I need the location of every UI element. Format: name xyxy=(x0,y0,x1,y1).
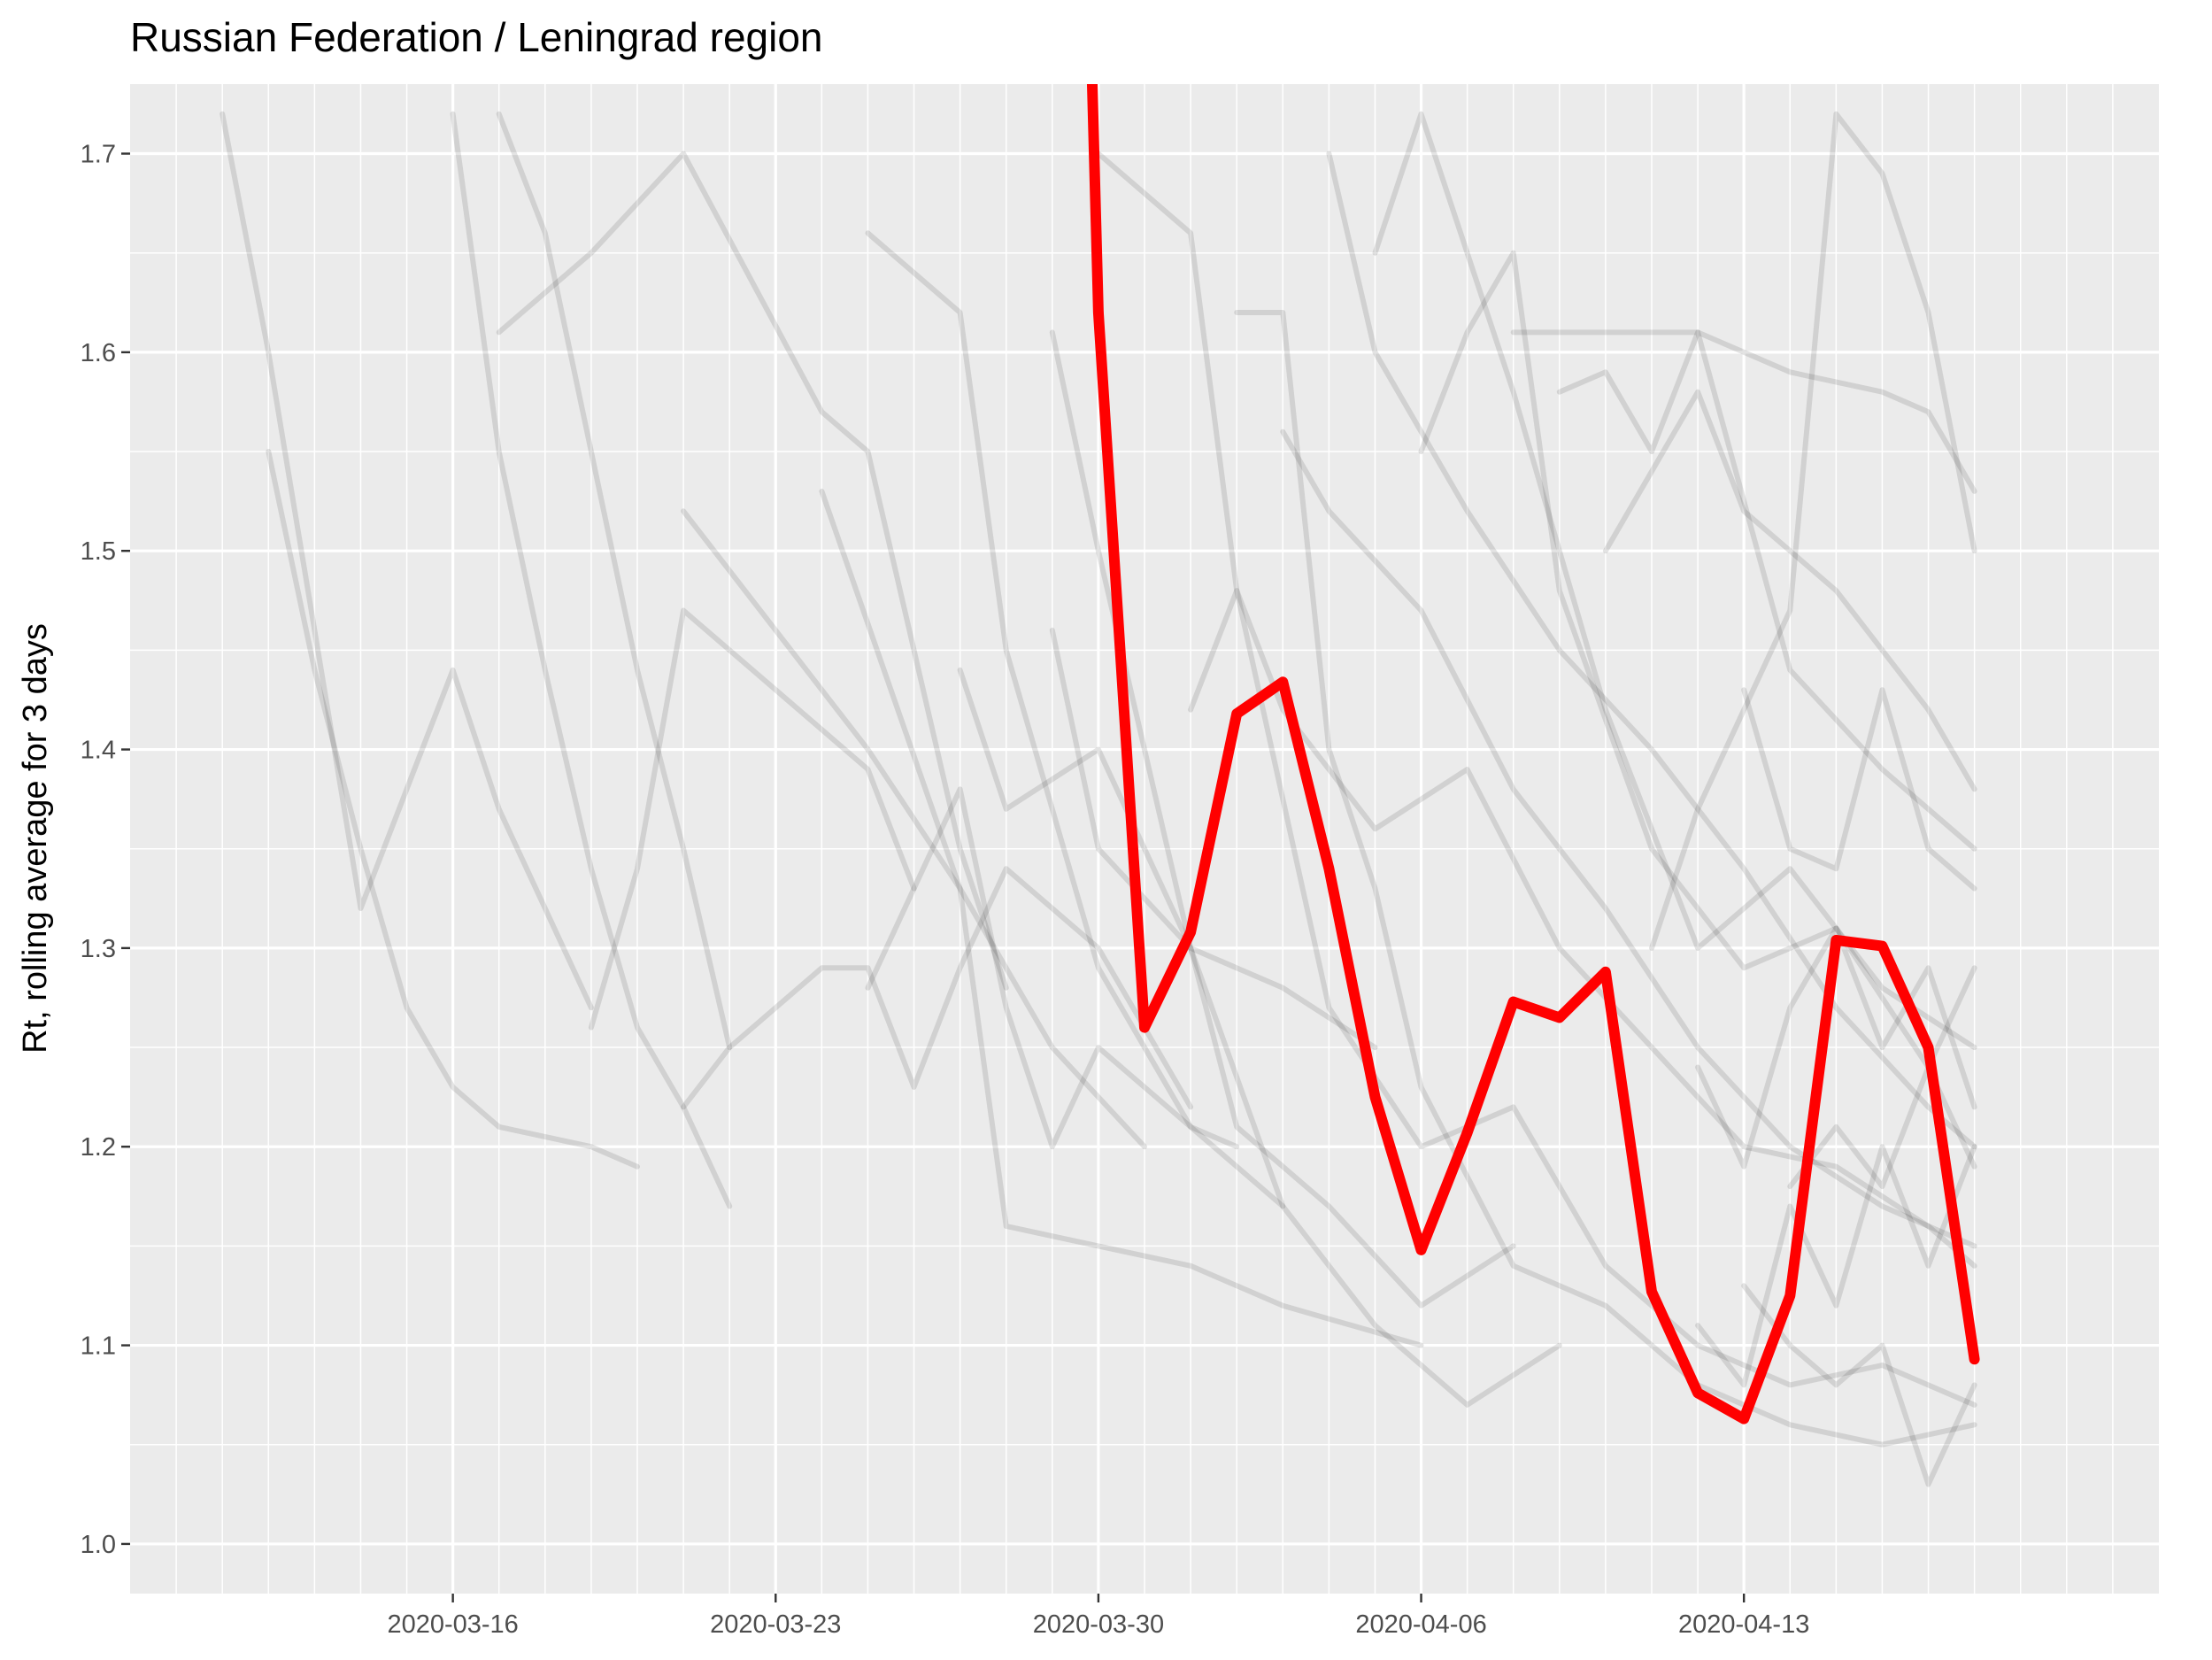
context-series-line xyxy=(1741,1283,1977,1487)
context-series-line xyxy=(1188,588,1977,1269)
context-series-line xyxy=(1510,329,1977,852)
y-axis-title: Rt, rolling average for 3 days xyxy=(17,623,54,1054)
y-tick-label: 1.3 xyxy=(81,935,116,963)
context-series-line xyxy=(266,449,640,1170)
context-series-line xyxy=(819,488,1424,1348)
y-tick-label: 1.1 xyxy=(81,1332,116,1361)
context-series-line xyxy=(1787,965,1977,1190)
y-tick-label: 1.0 xyxy=(81,1531,116,1559)
y-axis: 1.0 1.1 1.2 1.3 1.4 1.5 1.6 1.7 xyxy=(81,141,130,1559)
x-tick-label: 2020-03-23 xyxy=(710,1610,841,1639)
context-series-line xyxy=(1695,925,1977,1170)
context-series-line xyxy=(1234,310,1977,1448)
context-series-line xyxy=(450,111,733,1209)
context-series-line xyxy=(1649,111,1977,951)
context-series-line xyxy=(1049,329,1562,1408)
y-tick-label: 1.2 xyxy=(81,1133,116,1162)
context-series-line xyxy=(1280,429,1977,1249)
context-series-line xyxy=(1741,687,1977,892)
context-series-line xyxy=(681,508,1147,1150)
context-series-line xyxy=(1372,111,1977,1051)
x-tick-label: 2020-04-13 xyxy=(1678,1610,1809,1639)
x-tick-label: 2020-03-30 xyxy=(1033,1610,1164,1639)
x-tick-label: 2020-04-06 xyxy=(1355,1610,1486,1639)
minor-gridlines xyxy=(130,84,2159,1594)
y-tick-label: 1.6 xyxy=(81,339,116,367)
context-series-line xyxy=(220,111,594,1011)
context-series-line xyxy=(1695,1144,1977,1388)
context-series-line xyxy=(1326,151,1977,1150)
context-series-line xyxy=(1556,329,1977,494)
y-tick-label: 1.7 xyxy=(81,141,116,169)
context-series-line xyxy=(865,230,1240,1150)
context-series-line xyxy=(496,111,733,1051)
highlight-series-line xyxy=(1086,84,1980,1425)
context-series-line xyxy=(588,607,917,1031)
context-series-group xyxy=(220,111,1977,1487)
context-series-line xyxy=(1095,151,1977,1408)
context-series-line xyxy=(1049,627,1516,1309)
x-tick-label: 2020-03-16 xyxy=(387,1610,518,1639)
context-series-line xyxy=(496,151,1009,991)
context-series-line xyxy=(1602,389,1977,792)
context-series-line xyxy=(1418,250,1977,1170)
context-series-line xyxy=(681,866,1194,1110)
highlight-series-group xyxy=(1086,84,1980,1425)
chart-title: Russian Federation / Leningrad region xyxy=(130,14,823,60)
y-tick-label: 1.4 xyxy=(81,737,116,765)
context-series-line xyxy=(957,667,1378,1051)
context-series-line xyxy=(865,786,1286,1209)
major-gridlines xyxy=(130,84,2159,1594)
y-tick-label: 1.5 xyxy=(81,537,116,566)
x-axis: 2020-03-16 2020-03-23 2020-03-30 2020-04-06… xyxy=(387,1594,1809,1639)
